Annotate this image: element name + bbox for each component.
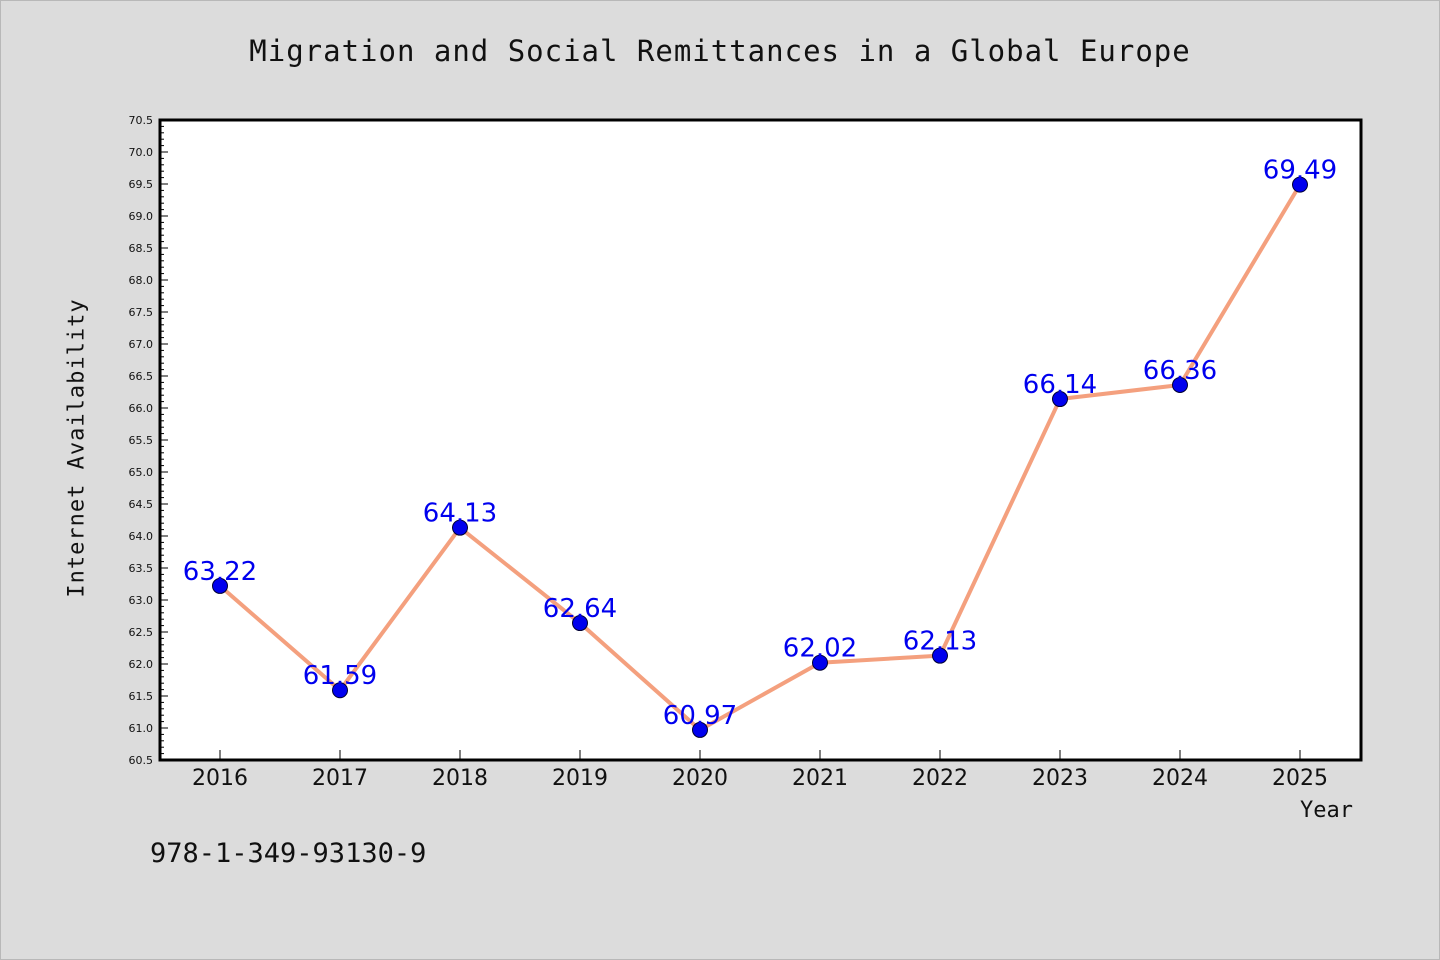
- y-tick-label: 67.5: [129, 306, 154, 319]
- chart-title: Migration and Social Remittances in a Gl…: [249, 34, 1191, 68]
- data-point: [572, 615, 588, 632]
- data-labels: 63.22 61.59 64.13 62.64 60.97 62.02 62.13 66.14…: [183, 156, 1337, 731]
- y-tick-label: 61.0: [129, 722, 154, 735]
- x-tick-label: 2019: [552, 766, 608, 791]
- x-tick-label: 2025: [1272, 766, 1328, 791]
- data-label: 62.13: [903, 627, 977, 657]
- data-point: [212, 577, 228, 594]
- series-line: [218, 183, 1302, 732]
- data-point: [1292, 176, 1308, 193]
- data-label: 62.64: [543, 594, 617, 624]
- y-tick-label: 60.5: [129, 754, 154, 767]
- x-tick-label: 2024: [1152, 766, 1208, 791]
- data-label: 62.02: [783, 634, 857, 664]
- data-label: 60.97: [663, 701, 737, 731]
- y-tick-label: 62.0: [129, 658, 154, 671]
- x-tick-label: 2017: [312, 766, 368, 791]
- y-tick-label: 69.0: [129, 210, 154, 223]
- x-tick-label: 2023: [1032, 766, 1088, 791]
- y-tick-label: 61.5: [129, 690, 154, 703]
- data-label: 66.14: [1023, 370, 1097, 400]
- isbn-annotation: 978-1-349-93130-9: [150, 838, 427, 869]
- y-tick-label: 64.5: [129, 498, 154, 511]
- y-tick-label: 62.5: [129, 626, 154, 639]
- series-markers: [212, 176, 1308, 738]
- x-tick-label: 2022: [912, 766, 968, 791]
- data-label: 64.13: [423, 499, 497, 529]
- y-tick-label: 65.5: [129, 434, 154, 447]
- data-label: 61.59: [303, 661, 377, 691]
- data-point: [692, 721, 708, 738]
- plot-border: [158, 118, 1363, 762]
- x-tick-label: 2021: [792, 766, 848, 791]
- y-tick-label: 67.0: [129, 338, 154, 351]
- x-axis-label: Year: [1300, 798, 1353, 823]
- x-axis: 2016 2017 2018 2019 2020 2021 2022 2023 2024 2025: [192, 750, 1328, 791]
- plot-area: [160, 120, 1361, 760]
- data-point: [452, 519, 468, 536]
- y-tick-label: 65.0: [129, 466, 154, 479]
- data-label: 66.36: [1143, 356, 1217, 386]
- x-tick-label: 2016: [192, 766, 248, 791]
- y-tick-label: 63.5: [129, 562, 154, 575]
- y-tick-label: 70.5: [129, 114, 154, 127]
- y-tick-label: 64.0: [129, 530, 154, 543]
- y-tick-label: 63.0: [129, 594, 154, 607]
- data-point: [932, 647, 948, 664]
- x-tick-label: 2018: [432, 766, 488, 791]
- data-point: [812, 654, 828, 671]
- y-tick-label: 68.0: [129, 274, 154, 287]
- y-tick-label: 66.0: [129, 402, 154, 415]
- series-line-group: [218, 183, 1302, 732]
- y-tick-label: 69.5: [129, 178, 154, 191]
- data-point: [1052, 391, 1068, 408]
- data-point: [1172, 376, 1188, 393]
- data-label: 69.49: [1263, 156, 1337, 186]
- y-axis: 60.5 61.0 61.5 62.0 62.5 63.0 63.5 64.0 64.5 65.0…: [129, 114, 168, 767]
- y-tick-label: 70.0: [129, 146, 154, 159]
- y-tick-label: 68.5: [129, 242, 154, 255]
- y-tick-label: 66.5: [129, 370, 154, 383]
- data-label: 63.22: [183, 557, 257, 587]
- x-tick-label: 2020: [672, 766, 728, 791]
- data-point: [332, 682, 348, 699]
